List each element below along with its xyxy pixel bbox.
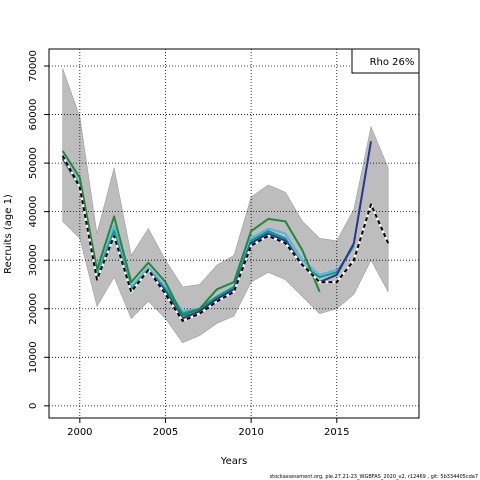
confidence-band bbox=[62, 68, 389, 344]
legend-box: Rho 26% bbox=[351, 48, 420, 74]
y-tick-label: 70000 bbox=[28, 50, 39, 82]
y-axis-title: Recruits (age 1) bbox=[3, 194, 14, 274]
y-tick-label: 50000 bbox=[28, 147, 39, 179]
y-tick-label: 10000 bbox=[28, 341, 39, 373]
y-tick-label: 0 bbox=[28, 403, 39, 409]
series-line-dashed bbox=[61, 155, 390, 322]
series-line-4 bbox=[61, 150, 321, 317]
plot-frame bbox=[48, 48, 420, 419]
y-tick-label: 20000 bbox=[28, 293, 39, 325]
x-tick-label: 2000 bbox=[67, 427, 92, 438]
y-axis: 0 10000 20000 30000 40000 50000 60000 70000 bbox=[28, 50, 49, 409]
footer-source-note: stockassessment.org, ple.27.21-23_WGBFAS… bbox=[270, 474, 478, 480]
legend-frame bbox=[351, 48, 420, 74]
x-axis-title: Years bbox=[220, 456, 247, 467]
confidence-band-layer bbox=[62, 68, 389, 344]
rho-annotation: Rho 26% bbox=[370, 57, 415, 68]
x-axis: 2000 2005 2010 2015 bbox=[67, 418, 350, 438]
x-tick-label: 2005 bbox=[153, 427, 178, 438]
y-tick-label: 60000 bbox=[28, 99, 39, 131]
x-tick-label: 2015 bbox=[324, 427, 349, 438]
y-tick-label: 40000 bbox=[28, 196, 39, 228]
x-tick-label: 2010 bbox=[238, 427, 263, 438]
y-tick-label: 30000 bbox=[28, 244, 39, 276]
series-layer bbox=[61, 141, 390, 322]
